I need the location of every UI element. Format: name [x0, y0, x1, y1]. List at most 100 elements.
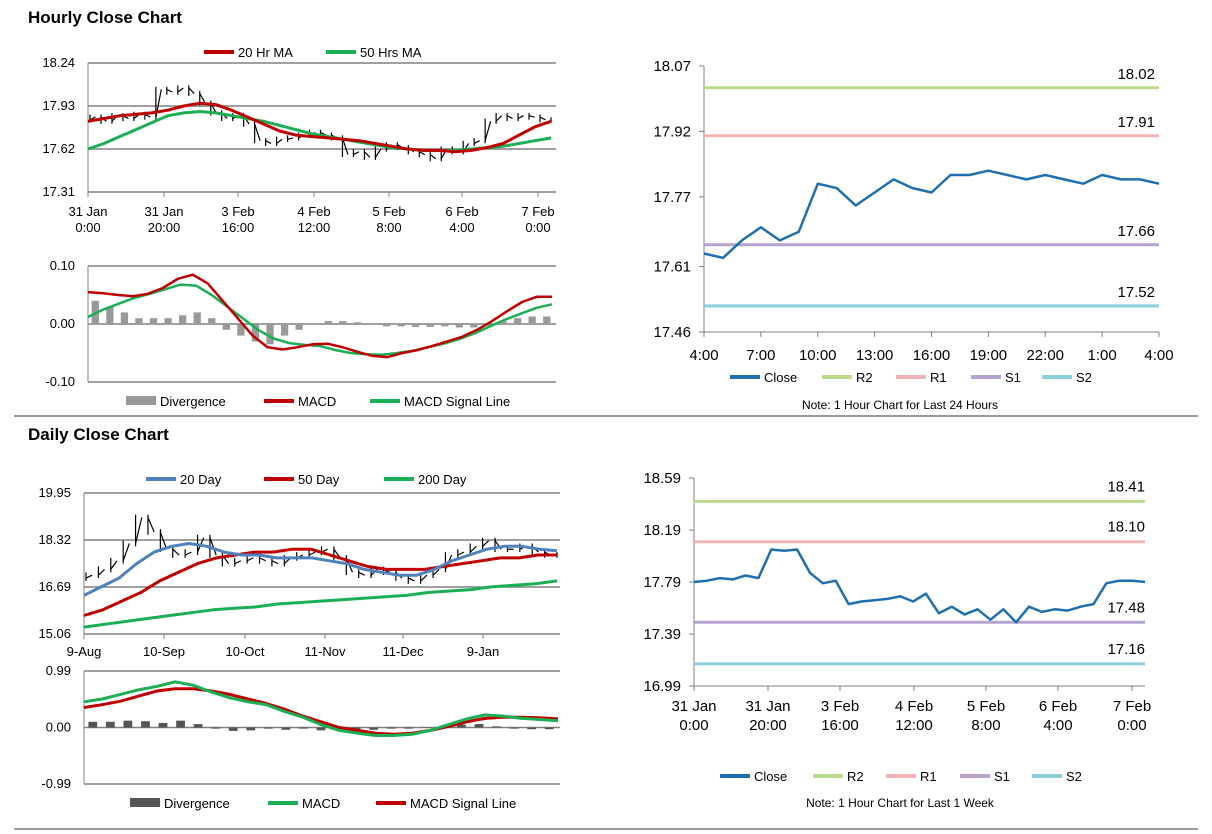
daily-price-y-tick: 18.32 [38, 532, 71, 547]
price-bar [276, 138, 283, 144]
divergence-bar [281, 727, 291, 730]
price-bar [199, 93, 206, 104]
daily-pivot-y-tick: 18.19 [643, 522, 681, 539]
daily-x-tick-label: 9-Jan [467, 644, 500, 659]
hourly-x-tick-label: 16:00 [222, 220, 255, 235]
price-bar [457, 551, 465, 556]
legend-hourly-r1-label: R1 [930, 370, 947, 385]
divergence-bar [164, 318, 172, 324]
divergence-bar [509, 727, 519, 729]
price-bar [97, 568, 106, 576]
price-bar [265, 140, 272, 144]
divergence-bar [280, 324, 289, 336]
price-bar [134, 517, 143, 544]
hourly-x-tick-label: 7 Feb [521, 204, 554, 219]
divergence-bar [310, 324, 318, 325]
hourly-macd-y-tick: 0.10 [50, 258, 75, 273]
divergence-bar [527, 727, 537, 730]
divergence-bar [492, 726, 501, 728]
divergence-bar [88, 721, 98, 728]
divergence-bar [316, 727, 326, 731]
legend-hourly-macd-label: MACD [298, 394, 336, 409]
legend-hourly-r2-label: R2 [856, 370, 873, 385]
daily-pivot-x-tick: 5 Feb [967, 698, 1005, 715]
divergence-bar [544, 727, 554, 730]
price-bar [363, 151, 371, 158]
daily-pivot-y-tick: 17.39 [643, 626, 681, 643]
daily-pivot-y-tick: 16.99 [643, 678, 681, 695]
hourly-signal-line [87, 283, 553, 356]
section-divider [14, 415, 1198, 417]
price-bar [473, 140, 480, 144]
hourly-pivot-x-tick: 10:00 [799, 347, 837, 364]
price-bar [188, 87, 195, 94]
divergence-bar [412, 324, 420, 327]
hourly-pivot-x-tick: 7:00 [746, 347, 775, 364]
daily-x-tick-label: 11-Dec [383, 644, 424, 659]
legend-50-day-label: 50 Day [298, 472, 340, 487]
price-bar [166, 88, 173, 93]
daily-section-title: Daily Close Chart [28, 425, 169, 444]
bottom-divider [14, 828, 1198, 830]
hourly-price-y-tick: 18.24 [42, 55, 75, 70]
daily-x-tick-label: 11-Nov [305, 644, 346, 659]
price-bar [85, 574, 93, 579]
price-bar [147, 517, 155, 533]
daily-pivot-x-tick: 16:00 [821, 717, 859, 734]
daily-level-s2-label: 17.16 [1107, 641, 1145, 658]
legend-hourly-s2-label: S2 [1076, 370, 1092, 385]
daily-x-tick-label: 10-Sep [143, 644, 185, 659]
daily-pivot-x-tick: 3 Feb [821, 698, 859, 715]
daily-pivot-x-tick: 7 Feb [1113, 698, 1151, 715]
price-bar [234, 560, 242, 565]
hourly-pivot-x-tick: 22:00 [1026, 347, 1064, 364]
price-bar [308, 551, 316, 556]
divergence-bar [179, 315, 187, 324]
divergence-bar [513, 318, 522, 324]
hourly-x-tick-label: 4 Feb [297, 204, 330, 219]
legend-daily-s1-label: S1 [994, 769, 1010, 784]
divergence-bar [295, 324, 303, 330]
divergence-bar [105, 721, 115, 728]
hourly-pivot-x-tick: 4:00 [689, 347, 718, 364]
daily-macd-y-tick: 0.00 [46, 720, 71, 735]
hourly-x-tick-label: 5 Feb [372, 204, 405, 219]
daily-pivot-x-tick: 0:00 [679, 717, 708, 734]
daily-ma50-line [83, 547, 557, 617]
daily-pivot-x-tick: 31 Jan [671, 698, 716, 715]
legend-daily-r2-label: R2 [847, 769, 864, 784]
divergence-bar [382, 324, 391, 327]
divergence-bar [211, 727, 221, 729]
divergence-bar [228, 727, 238, 731]
daily-price-y-tick: 16.69 [38, 579, 71, 594]
daily-price-y-tick: 15.06 [38, 626, 71, 641]
daily-pivot-x-tick: 6 Feb [1039, 698, 1077, 715]
daily-pivot-y-tick: 17.79 [643, 574, 681, 591]
hourly-pivot-x-tick: 16:00 [913, 347, 951, 364]
price-bar [159, 531, 168, 550]
price-bar [122, 543, 130, 561]
price-bar [432, 568, 440, 576]
hourly-macd-line [87, 273, 552, 359]
hourly-pivot-x-tick: 1:00 [1088, 347, 1117, 364]
legend-hourly-signal-label: MACD Signal Line [404, 394, 510, 409]
hourly-pivot-x-tick: 4:00 [1144, 347, 1173, 364]
price-bar [259, 557, 266, 562]
legend-daily-signal-label: MACD Signal Line [410, 796, 516, 811]
daily-ma200-line [83, 579, 558, 629]
price-bar [246, 557, 254, 562]
daily-pivot-x-tick: 4 Feb [895, 698, 933, 715]
hourly-x-tick-label: 20:00 [148, 220, 181, 235]
divergence-bar [135, 318, 143, 324]
hourly-x-tick-label: 3 Feb [221, 204, 254, 219]
price-bar [374, 148, 382, 158]
legend-20hr-ma-label: 20 Hr MA [238, 45, 293, 60]
hourly-x-tick-label: 6 Feb [445, 204, 478, 219]
price-bar [110, 560, 118, 570]
hourly-ma50-line [87, 110, 552, 152]
divergence-bar [251, 324, 260, 342]
divergence-bar [324, 321, 332, 324]
daily-signal-line [83, 687, 559, 736]
legend-hourly-divergence-swatch [126, 396, 156, 405]
